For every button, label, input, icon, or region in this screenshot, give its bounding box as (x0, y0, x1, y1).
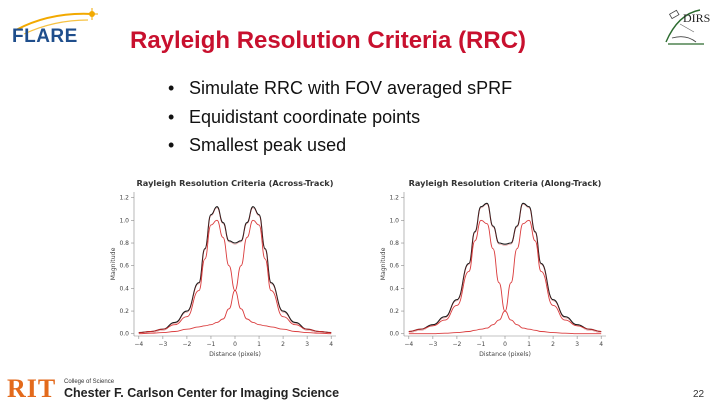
y-tick-label: 1.0 (389, 217, 399, 224)
x-tick-label: −1 (477, 341, 486, 348)
series-line-sum (408, 202, 602, 333)
y-tick-label: 0.6 (389, 263, 399, 270)
series-line-component (408, 219, 602, 335)
chart-across-track: Rayleigh Resolution Criteria (Across-Tra… (108, 174, 343, 364)
x-tick-label: 4 (329, 341, 333, 348)
chart-title: Rayleigh Resolution Criteria (Along-Trac… (409, 178, 602, 188)
x-tick-label: −4 (134, 341, 143, 348)
flare-logo-text: FLARE (12, 26, 78, 47)
y-tick-label: 0.0 (119, 331, 129, 338)
x-tick-label: −3 (158, 341, 167, 348)
series-line-component (138, 219, 332, 335)
x-axis-label: Distance (pixels) (209, 351, 261, 358)
chart-title: Rayleigh Resolution Criteria (Across-Tra… (137, 178, 334, 188)
series-line-component (408, 219, 602, 335)
y-tick-label: 0.0 (389, 331, 399, 338)
x-tick-label: −1 (207, 341, 216, 348)
chart-along-track: Rayleigh Resolution Criteria (Along-Trac… (378, 174, 613, 364)
college-name: College of Science (64, 379, 115, 385)
y-tick-label: 0.8 (119, 240, 129, 247)
rit-logo-text: RIT (7, 374, 57, 403)
x-tick-label: −3 (428, 341, 437, 348)
chart-along-track-svg: Rayleigh Resolution Criteria (Along-Trac… (380, 178, 606, 358)
bullet-item: Smallest peak used (168, 131, 512, 160)
x-tick-label: 3 (305, 341, 309, 348)
flare-logo (10, 8, 102, 50)
center-name: Chester F. Carlson Center for Imaging Sc… (64, 386, 340, 400)
x-tick-label: −2 (182, 341, 191, 348)
y-tick-label: 0.2 (119, 308, 129, 315)
dirs-logo (660, 4, 718, 52)
bullet-item: Equidistant coordinate points (168, 103, 512, 132)
series-line-sum (138, 206, 332, 334)
x-axis-label: Distance (pixels) (479, 351, 531, 358)
series-line-sum-shadow (408, 204, 602, 333)
x-tick-label: 1 (257, 341, 261, 348)
y-tick-label: 0.4 (389, 285, 399, 292)
x-tick-label: 4 (599, 341, 603, 348)
dirs-logo-text: DIRS (683, 11, 711, 25)
page-number: 22 (693, 389, 705, 400)
series-line-component (138, 219, 332, 335)
x-tick-label: 2 (281, 341, 285, 348)
x-tick-label: 3 (575, 341, 579, 348)
y-tick-label: 0.2 (389, 308, 399, 315)
y-tick-label: 0.4 (119, 285, 129, 292)
y-axis-label: Magnitude (110, 247, 117, 280)
x-tick-label: 1 (527, 341, 531, 348)
bullet-item: Simulate RRC with FOV averaged sPRF (168, 74, 512, 103)
x-tick-label: 0 (233, 341, 237, 348)
bullet-list: Simulate RRC with FOV averaged sPRF Equi… (168, 74, 512, 160)
y-tick-label: 0.6 (119, 263, 129, 270)
x-tick-label: 0 (503, 341, 507, 348)
chart-across-track-svg: Rayleigh Resolution Criteria (Across-Tra… (110, 178, 336, 358)
x-tick-label: 2 (551, 341, 555, 348)
y-tick-label: 1.2 (119, 195, 129, 202)
y-axis-label: Magnitude (380, 247, 387, 280)
series-line-sum-shadow (138, 207, 332, 335)
y-tick-label: 1.2 (389, 195, 399, 202)
x-tick-label: −2 (452, 341, 461, 348)
y-tick-label: 0.8 (389, 240, 399, 247)
slide-title: Rayleigh Resolution Criteria (RRC) (130, 27, 527, 54)
x-tick-label: −4 (404, 341, 413, 348)
y-tick-label: 1.0 (119, 217, 129, 224)
